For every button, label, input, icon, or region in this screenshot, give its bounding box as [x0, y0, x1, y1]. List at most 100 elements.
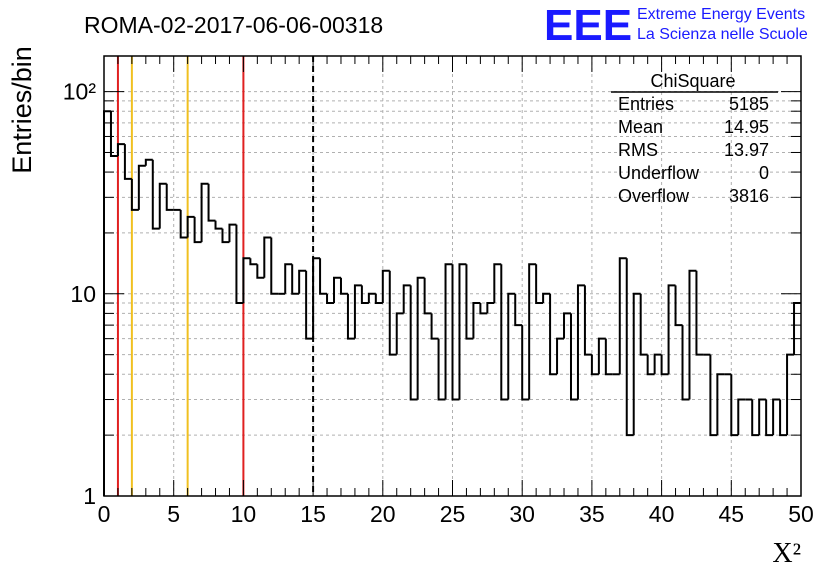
histogram-bin — [563, 312, 571, 339]
eee-logo: EEE — [544, 1, 632, 50]
x-tick-label: 20 — [370, 501, 396, 527]
stats-rows: Entries 5185 Mean 14.95 RMS 13.97 Underflow 0 Ov… — [618, 94, 769, 206]
x-tick-label: 15 — [300, 501, 326, 527]
histogram-bin — [542, 292, 551, 304]
x-tick-label: 25 — [440, 501, 466, 527]
histogram-bin — [507, 292, 516, 400]
histogram-bin — [528, 263, 537, 400]
histogram-bin — [625, 258, 634, 437]
histogram-bin — [326, 293, 335, 305]
stats-row-value: 5185 — [729, 94, 769, 114]
histogram-bin — [416, 276, 425, 400]
x-tick-label: 5 — [167, 501, 180, 527]
histogram-bin — [535, 264, 544, 305]
histogram-bin — [695, 270, 704, 356]
x-tick-label: 35 — [579, 501, 605, 527]
histogram-bin — [472, 302, 481, 339]
histogram-bin — [130, 178, 139, 211]
stats-row-value: 0 — [759, 163, 769, 183]
logo-subtitle-line2: La Scienza nelle Scuole — [637, 26, 808, 43]
histogram-bin — [249, 258, 258, 266]
histogram-bin — [137, 164, 146, 210]
histogram-bin — [395, 312, 404, 355]
histogram-bin — [207, 183, 216, 222]
histogram-bin — [569, 313, 578, 401]
stats-row-label: Overflow — [618, 186, 690, 206]
y-tick-label: 10² — [63, 79, 97, 105]
histogram-bin — [590, 354, 599, 376]
histogram-bin — [500, 264, 509, 401]
histogram-bin — [465, 264, 474, 340]
x-tick-label: 40 — [649, 501, 675, 527]
stats-row-value: 13.97 — [724, 140, 769, 160]
histogram-bin — [374, 293, 383, 305]
histogram-bin — [235, 224, 244, 305]
histogram-bin — [583, 285, 592, 356]
stats-row-label: Mean — [618, 117, 663, 137]
axes: 0 5 10 15 20 25 30 35 40 45 50 1 10 10² — [63, 55, 814, 527]
histogram-bin — [388, 270, 397, 356]
stats-row-label: RMS — [618, 140, 658, 160]
histogram-bin — [793, 302, 801, 355]
histogram-bin — [123, 144, 132, 180]
histogram-bin — [193, 216, 202, 244]
x-tick-label: 0 — [98, 501, 111, 527]
histogram-bin — [444, 263, 453, 400]
histogram-bin — [458, 263, 467, 400]
histogram-bin — [151, 159, 160, 230]
histogram-bin — [709, 354, 718, 437]
histogram-bin — [681, 325, 690, 401]
run-title: ROMA-02-2017-06-06-00318 — [84, 12, 383, 38]
histogram-bin — [270, 237, 279, 295]
histogram-bin — [493, 263, 502, 304]
histogram-bin — [381, 269, 390, 304]
logo-subtitle-line1: Extreme Energy Events — [637, 6, 805, 23]
histogram-bin — [430, 313, 439, 340]
x-tick-label: 10 — [231, 501, 257, 527]
histogram-bin — [597, 337, 606, 375]
histogram-bin — [312, 257, 321, 339]
histogram-bin — [186, 215, 195, 238]
histogram-bin — [409, 285, 418, 401]
histogram-bin — [674, 285, 683, 327]
histogram-bin — [284, 263, 293, 294]
histogram-bin — [158, 182, 167, 229]
histogram-bin — [256, 264, 265, 279]
x-tick-label: 45 — [719, 501, 745, 527]
histogram-bin — [339, 277, 348, 295]
histogram-bin — [514, 293, 523, 327]
histogram-bin — [556, 337, 565, 375]
histogram-bin — [688, 269, 697, 400]
histogram-bin — [667, 284, 676, 375]
histogram-bin — [263, 236, 272, 278]
marker-lines — [116, 56, 315, 496]
stats-row-value: 14.95 — [724, 117, 769, 137]
histogram-bin — [242, 257, 251, 304]
stats-box-title: ChiSquare — [650, 71, 735, 91]
histogram-bin — [646, 354, 655, 376]
histogram-bin — [165, 183, 174, 211]
histogram-bin — [639, 293, 648, 356]
x-axis-label: X² — [772, 538, 801, 569]
histogram-bin — [765, 399, 774, 437]
histogram-bin — [291, 264, 300, 295]
histogram-bin — [402, 284, 411, 314]
histogram-bin — [779, 399, 788, 437]
y-tick-label: 1 — [83, 483, 96, 509]
histogram-bin — [221, 228, 230, 244]
stats-row-label: Underflow — [618, 163, 700, 183]
histogram-bin — [730, 374, 739, 437]
histogram-bin — [179, 209, 188, 239]
histogram-bin — [333, 276, 341, 304]
histogram-bin — [353, 284, 362, 339]
histogram-bin — [751, 399, 760, 437]
histogram-bin — [549, 293, 558, 376]
histogram-bin — [423, 277, 432, 315]
histogram-bin — [360, 285, 369, 305]
histogram-bin — [604, 338, 613, 376]
histogram-bin — [228, 223, 237, 243]
histogram-bin — [437, 338, 446, 401]
histogram-bin — [214, 220, 223, 230]
stats-row-label: Entries — [618, 94, 674, 114]
histogram-bin — [116, 143, 125, 157]
